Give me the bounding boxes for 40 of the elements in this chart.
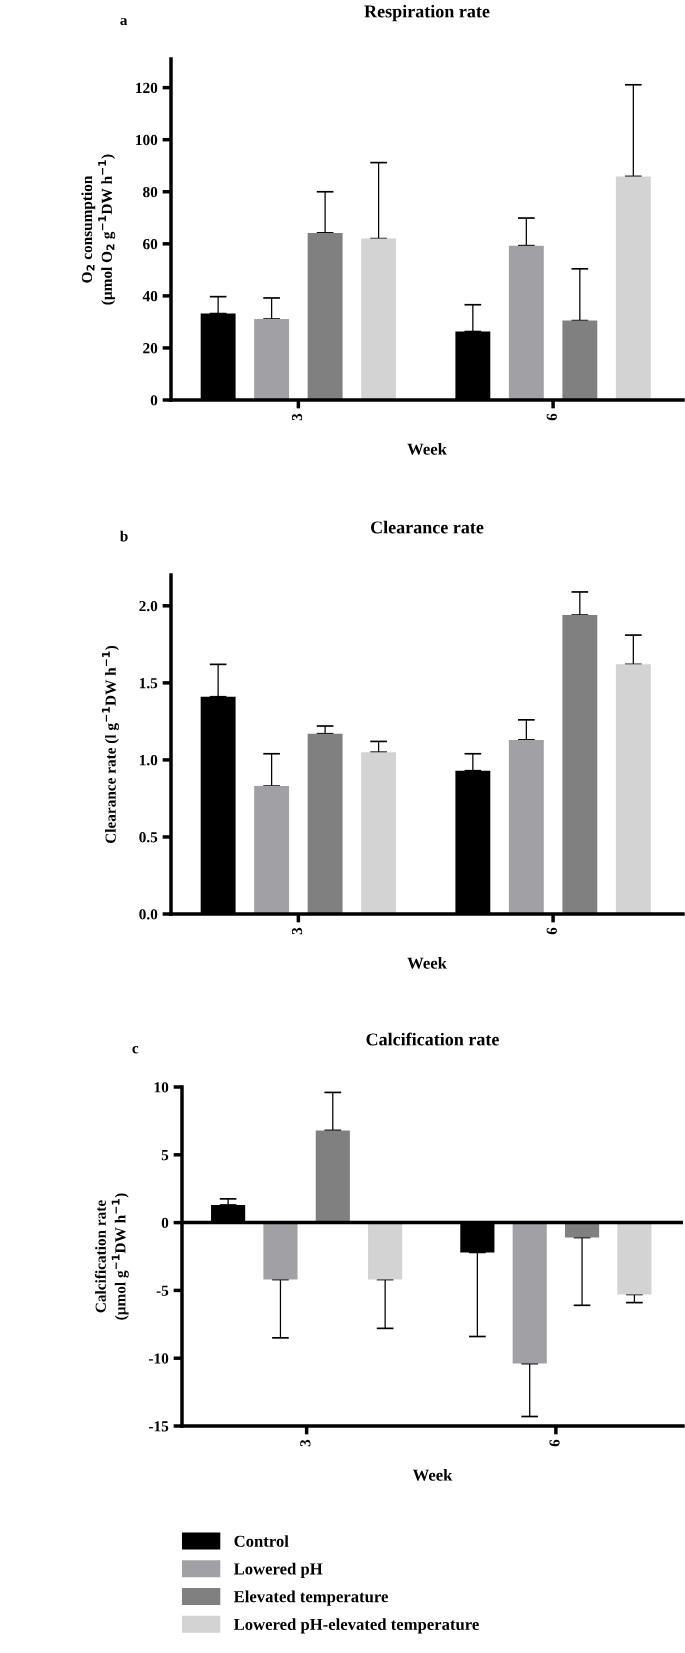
y-tick-label: 0	[161, 1217, 169, 1229]
y-tick-label: 120	[136, 82, 158, 94]
y-tick-label: 20	[143, 343, 158, 354]
x-tick-label: 3	[291, 413, 303, 421]
y-tick-label: 60	[143, 238, 158, 250]
y-tick-label: -10	[149, 1353, 169, 1364]
y-tick-label: 0.0	[139, 909, 158, 920]
legend-label: Lowered pH	[233, 1562, 323, 1578]
y-tick-label: 2.0	[139, 600, 158, 612]
text: b	[119, 530, 128, 542]
y-tick-label: 5	[161, 1150, 169, 1161]
y-tick-label: 1.5	[139, 678, 158, 689]
chart-title: Respiration rate	[364, 4, 490, 22]
y-tick-label: -15	[149, 1421, 169, 1432]
y-tick-label: 0	[150, 395, 158, 406]
y-tick-label: 80	[143, 186, 158, 198]
x-tick-label: 6	[546, 927, 557, 935]
chart-title: Calcification rate	[366, 1032, 499, 1046]
legend-label: Control	[234, 1535, 289, 1547]
y-tick-label: 0.5	[139, 832, 158, 843]
y-tick-label: 100	[136, 134, 158, 146]
x-tick-label: 3	[300, 1439, 311, 1447]
x-tick-label: 6	[549, 1439, 560, 1447]
text: O$_{2}$ consumption (µmol O$_{2}$ g$^{−1}$DW h$^{−1}$)	[81, 154, 116, 305]
x-axis-title: Week	[412, 1469, 453, 1481]
legend-label: Elevated temperature	[233, 1590, 388, 1606]
y-tick-label: 10	[154, 1082, 169, 1093]
y-tick-label: 1.0	[139, 755, 158, 766]
y-tick-label: -5	[156, 1285, 169, 1296]
x-tick-label: 3	[291, 927, 303, 935]
x-axis-title: Week	[407, 443, 447, 455]
y-tick-label: 40	[142, 291, 158, 302]
legend-label: Lowered pH-elevated temperature	[233, 1618, 479, 1634]
x-axis-title: Week	[407, 957, 447, 969]
text: c	[132, 1046, 139, 1054]
x-tick-label: 6	[546, 413, 557, 421]
y-axis-title: Clearance rate (l g$^{−1}$DW h$^{−1}$)	[102, 645, 120, 844]
y-axis-title: Calcification rate (µmol g$^{−1}$DW h$^{−1}$)	[94, 1193, 129, 1320]
text: a	[120, 17, 128, 26]
chart-title: Clearance rate	[370, 520, 484, 534]
